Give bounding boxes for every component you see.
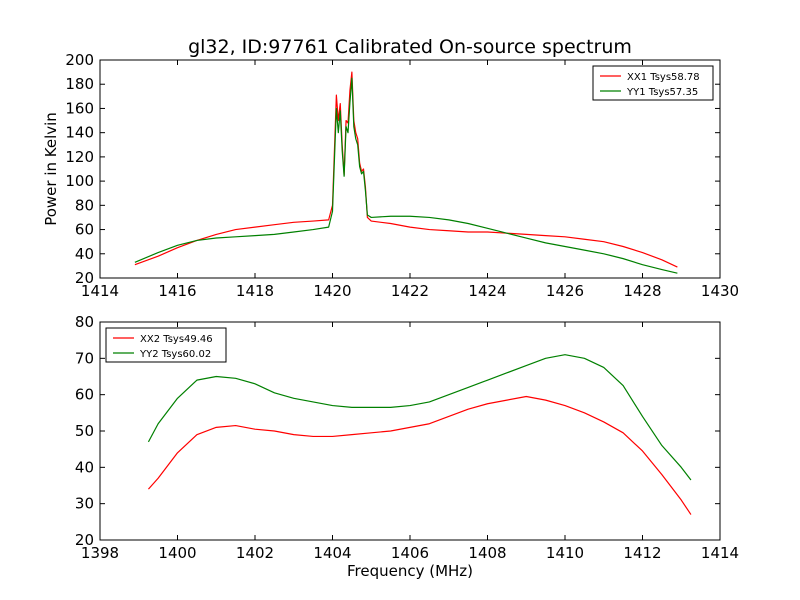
y-tick-label: 140 <box>65 124 94 142</box>
y-tick-label: 40 <box>75 245 94 263</box>
series-line-1 <box>147 395 692 515</box>
x-tick-label: 1414 <box>701 544 739 562</box>
top-panel: 1414 1416 1418 1420 1422 1424 1426 1428 1430 20 40… <box>42 36 739 300</box>
bottom-panel: 1398 1400 1402 1404 1406 1408 1410 1412 1414 20 30… <box>75 313 739 580</box>
y-tick-label: 30 <box>75 495 94 513</box>
x-tick-label: 1398 <box>81 544 119 562</box>
y-tick-label: 80 <box>75 196 94 214</box>
x-tick-label: 1422 <box>391 282 429 300</box>
legend: XX2 Tsys49.46 YY2 Tsys60.02 <box>105 327 227 363</box>
y-tick-label: 40 <box>75 458 94 476</box>
series-line-1 <box>134 71 678 268</box>
x-tick-label: 1412 <box>623 544 661 562</box>
x-tick-label: 1428 <box>623 282 661 300</box>
x-tick-label: 1410 <box>546 544 584 562</box>
y-tick-label: 60 <box>75 386 94 404</box>
x-tick-label: 1406 <box>391 544 429 562</box>
y-tick-label: 100 <box>65 172 94 190</box>
x-tick-label: 1416 <box>158 282 196 300</box>
x-tick-label: 1408 <box>468 544 506 562</box>
legend: XX1 Tsys58.78 YY1 Tsys57.35 <box>592 65 714 101</box>
y-tick-label: 120 <box>65 148 94 166</box>
series-line-2 <box>134 77 678 274</box>
x-tick-label: 1414 <box>81 282 119 300</box>
x-tick-label: 1430 <box>701 282 739 300</box>
legend-label: YY2 Tsys60.02 <box>139 349 211 360</box>
legend-box <box>105 327 227 363</box>
x-tick-label: 1418 <box>236 282 274 300</box>
y-tick-label: 200 <box>65 51 94 69</box>
y-tick-label: 60 <box>75 221 94 239</box>
y-tick-label: 160 <box>65 99 94 117</box>
x-tick-label: 1426 <box>546 282 584 300</box>
series-line-2 <box>147 354 692 481</box>
x-tick-label: 1424 <box>468 282 506 300</box>
y-axis-title: Power in Kelvin <box>42 112 60 226</box>
y-tick-label: 50 <box>75 422 94 440</box>
x-tick-label: 1420 <box>313 282 351 300</box>
legend-box <box>592 65 714 101</box>
y-tick-label: 20 <box>75 531 94 549</box>
legend-label: YY1 Tsys57.35 <box>626 87 698 98</box>
y-tick-label: 20 <box>75 269 94 287</box>
x-tick-label: 1402 <box>236 544 274 562</box>
chart-title: gl32, ID:97761 Calibrated On-source spec… <box>188 36 632 58</box>
x-tick-label: 1400 <box>158 544 196 562</box>
y-tick-label: 70 <box>75 349 94 367</box>
x-tick-label: 1404 <box>313 544 351 562</box>
legend-label: XX1 Tsys58.78 <box>627 72 700 83</box>
y-tick-label: 180 <box>65 75 94 93</box>
x-axis-title: Frequency (MHz) <box>347 562 473 580</box>
y-tick-label: 80 <box>75 313 94 331</box>
legend-label: XX2 Tsys49.46 <box>140 334 213 345</box>
